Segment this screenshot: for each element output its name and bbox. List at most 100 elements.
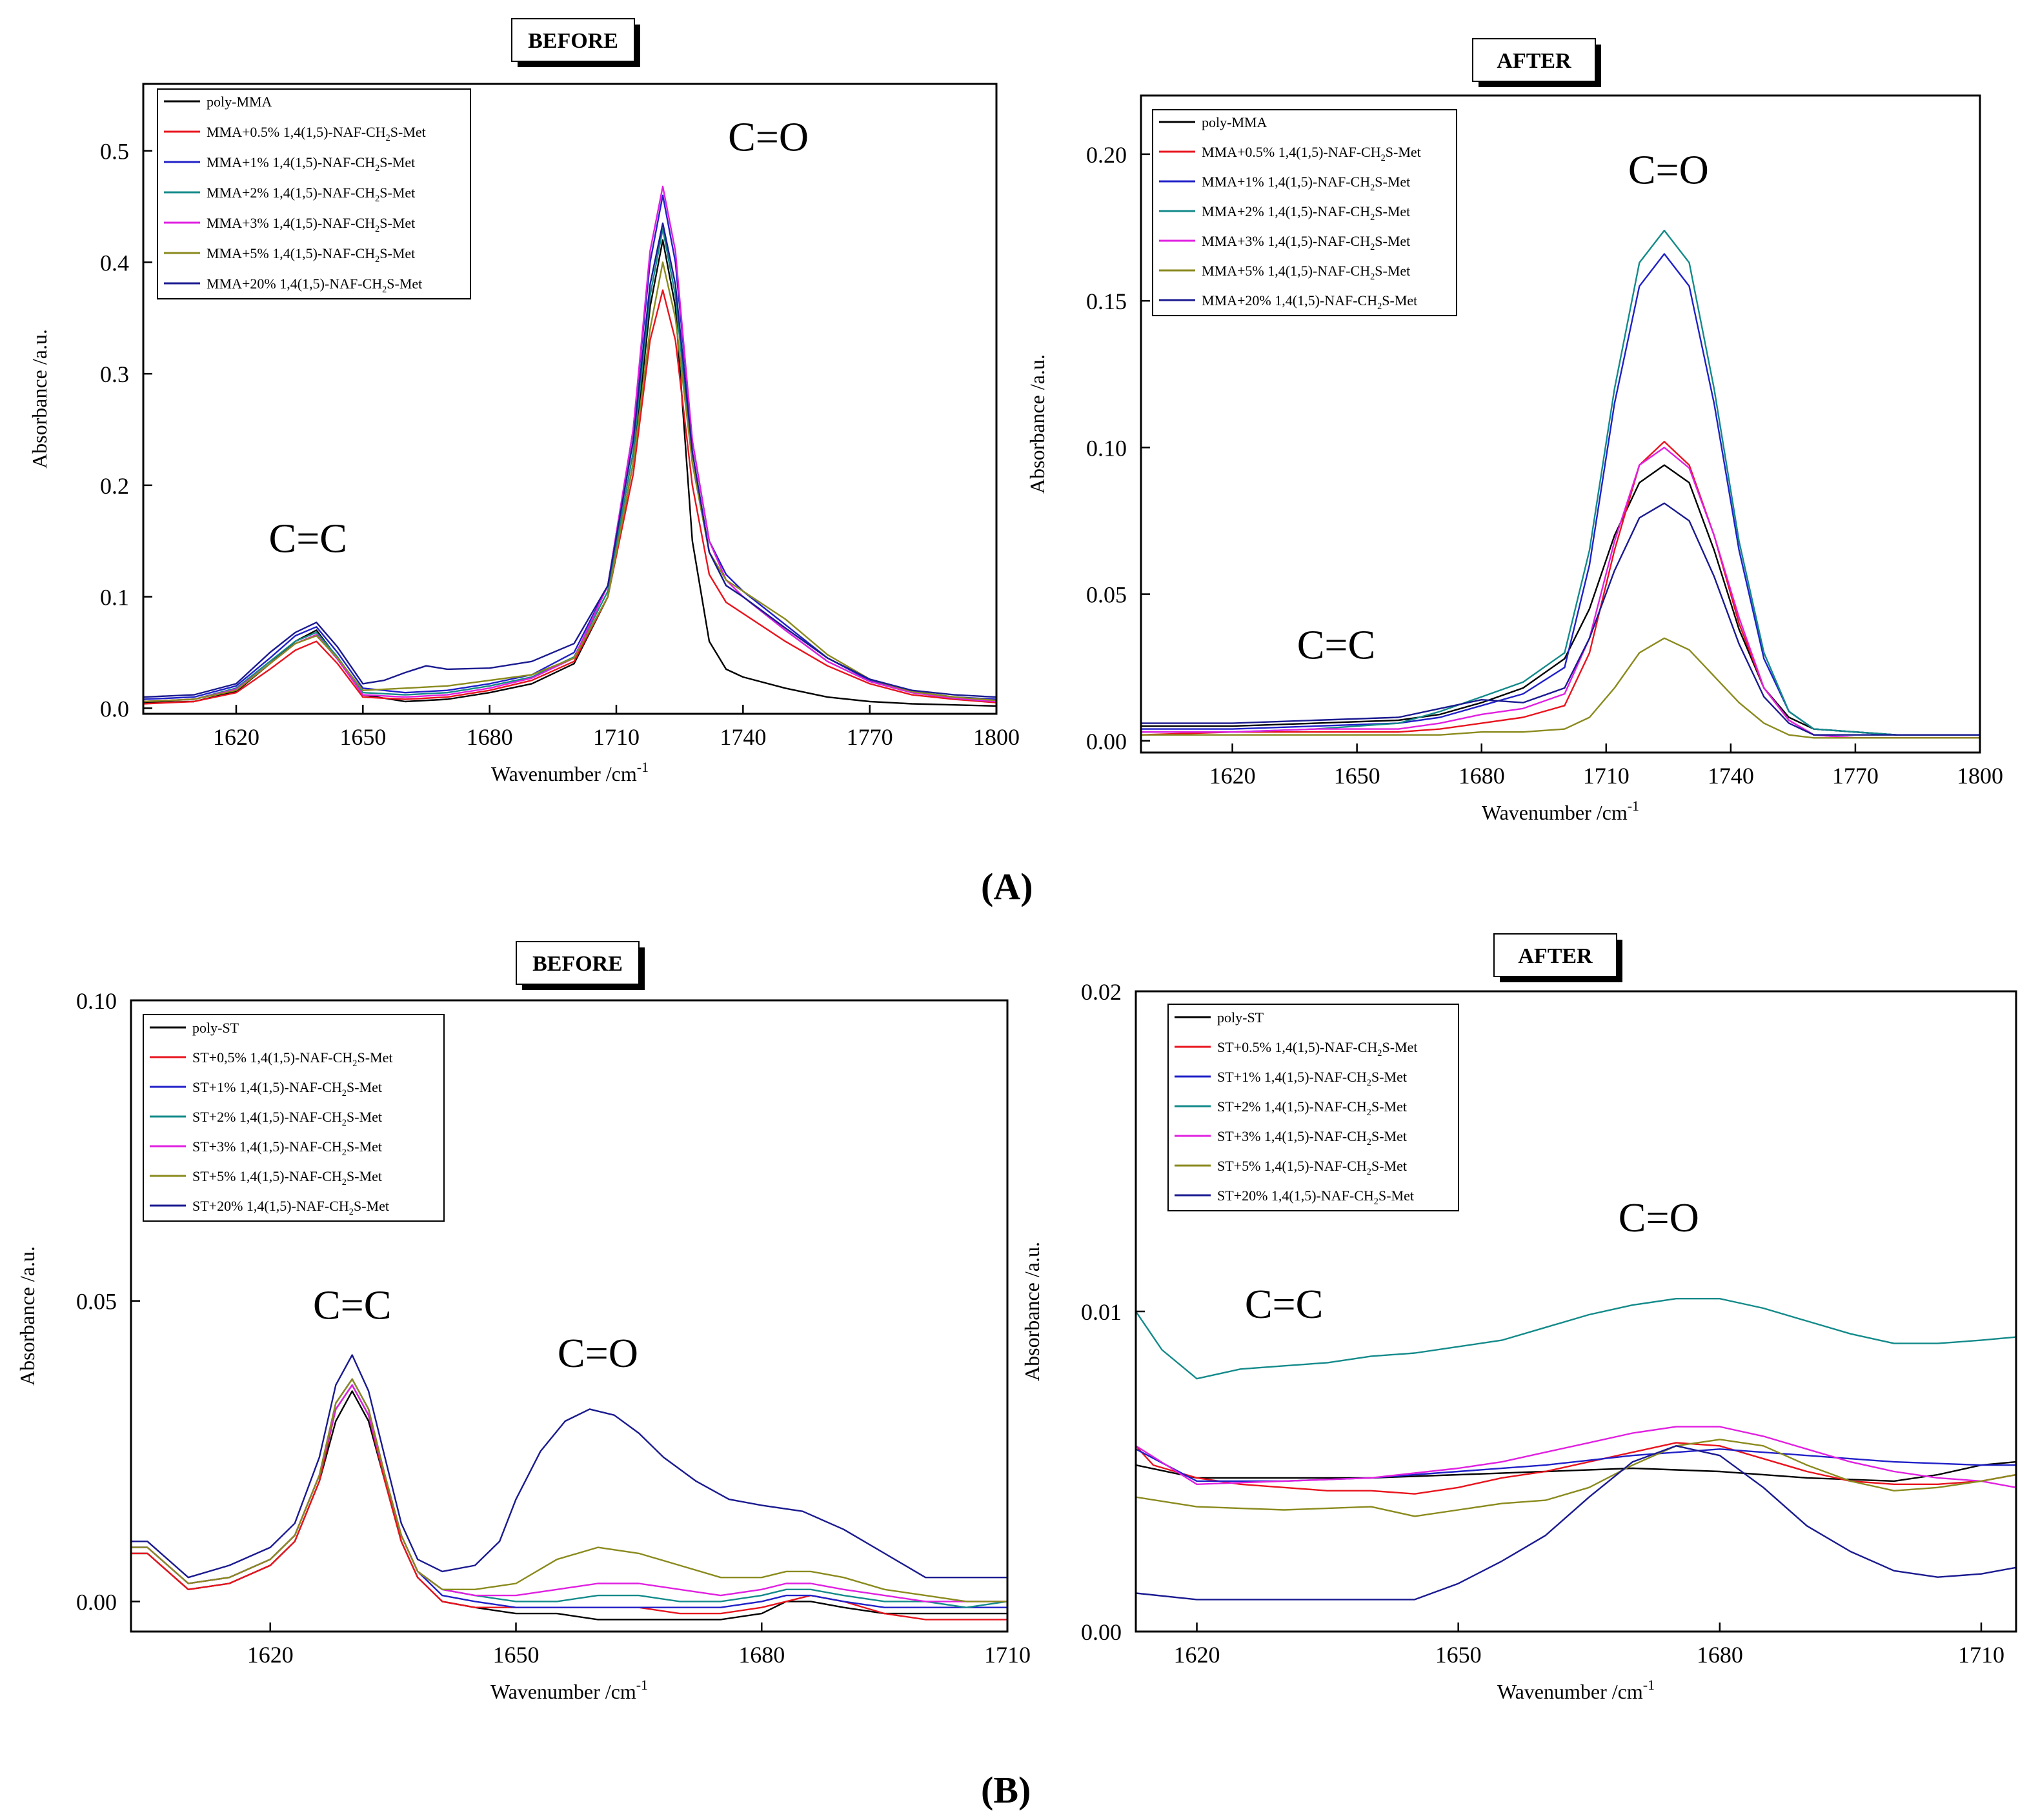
x-tick-label: 1650 <box>493 1642 540 1668</box>
y-tick-label: 0.00 <box>1086 729 1127 754</box>
y-tick-label: 0.1 <box>100 585 129 611</box>
series-line-4 <box>1141 229 1980 736</box>
x-tick-label: 1620 <box>213 724 259 750</box>
series-line-7 <box>131 1354 1007 1579</box>
chart-A-before: BEFORE 1620 1650 1680 1710 1740 1770 1800 0.0 0.1… <box>28 18 1020 785</box>
panel-b-label: (B) <box>981 1769 1031 1811</box>
x-tick-label: 1800 <box>973 724 1020 750</box>
y-tick-label: 0.00 <box>76 1589 117 1615</box>
plot-frame <box>1140 94 1981 754</box>
chart-title: BEFORE <box>516 941 645 990</box>
series-line-1 <box>143 239 996 707</box>
series-line-4 <box>1136 1298 2016 1380</box>
legend-entry: poly-ST <box>1217 1009 1264 1026</box>
x-tick-label: 1650 <box>1334 763 1380 789</box>
x-tick-label: 1650 <box>339 724 386 750</box>
x-tick-label: 1620 <box>1174 1642 1220 1668</box>
x-axis-label: Wavenumber /cm-1 <box>1497 1677 1655 1703</box>
chart-B-after: AFTER 1620 1650 1680 1710 0.00 0.01 0.02 Wavenum… <box>1020 933 2017 1703</box>
y-tick-label: 0.4 <box>100 250 129 276</box>
y-axis-label: Absorbance /a.u. <box>28 329 51 469</box>
series-line-3 <box>1141 253 1980 736</box>
panel-a-label: (A) <box>981 865 1033 907</box>
x-tick-label: 1680 <box>1697 1642 1743 1668</box>
x-tick-label: 1770 <box>847 724 893 750</box>
y-tick-label: 0.15 <box>1086 288 1127 314</box>
peak-annotation: C=C <box>269 516 347 561</box>
chart-A-after: AFTER 1620 1650 1680 1710 1740 1770 1800 0.00 0.0… <box>1025 38 2003 824</box>
series-line-1 <box>1141 464 1980 736</box>
legend-entry: poly-ST <box>192 1020 239 1036</box>
x-tick-label: 1740 <box>720 724 766 750</box>
legend-entry: poly-MMA <box>1202 114 1267 130</box>
x-tick-label: 1620 <box>1209 763 1256 789</box>
peak-annotation: C=C <box>1245 1281 1323 1327</box>
x-tick-label: 1710 <box>593 724 640 750</box>
series-line-3 <box>131 1378 1007 1608</box>
series-line-6 <box>1141 637 1980 739</box>
y-tick-label: 0.05 <box>76 1289 117 1315</box>
chart-title-text: AFTER <box>1497 49 1571 73</box>
y-tick-label: 0.20 <box>1086 142 1127 168</box>
chart-title-text: BEFORE <box>528 29 618 53</box>
series-line-2 <box>1141 441 1980 739</box>
series-line-1 <box>131 1390 1007 1621</box>
y-tick-label: 0.5 <box>100 139 129 165</box>
x-tick-label: 1680 <box>738 1642 785 1668</box>
y-axis-label: Absorbance /a.u. <box>15 1246 39 1386</box>
series-line-4 <box>143 228 996 703</box>
y-tick-label: 0.00 <box>1081 1619 1122 1645</box>
x-tick-label: 1710 <box>1958 1642 2004 1668</box>
series-line-5 <box>1136 1426 2016 1488</box>
peak-annotation: C=O <box>728 114 809 160</box>
y-tick-label: 0.01 <box>1081 1299 1122 1325</box>
plot-frame <box>142 83 998 715</box>
series-line-7 <box>1141 502 1980 736</box>
series-line-1 <box>1136 1461 2016 1482</box>
series-line-7 <box>1136 1445 2016 1601</box>
peak-annotation: C=O <box>1619 1195 1699 1240</box>
y-tick-label: 0.0 <box>100 696 129 722</box>
series-line-2 <box>143 289 996 705</box>
series-line-2 <box>1136 1442 2016 1495</box>
x-tick-label: 1770 <box>1832 763 1879 789</box>
y-axis-label: Absorbance /a.u. <box>1020 1242 1044 1381</box>
chart-title-text: AFTER <box>1518 944 1593 968</box>
peak-annotation: C=O <box>558 1330 638 1376</box>
peak-annotation: C=O <box>1628 147 1709 192</box>
x-tick-label: 1800 <box>1957 763 2003 789</box>
y-tick-label: 0.3 <box>100 361 129 387</box>
x-tick-label: 1710 <box>984 1642 1031 1668</box>
series-line-2 <box>131 1384 1007 1621</box>
series-line-7 <box>143 222 996 698</box>
x-tick-label: 1680 <box>467 724 513 750</box>
x-tick-label: 1620 <box>247 1642 294 1668</box>
y-tick-label: 0.10 <box>1086 435 1127 461</box>
x-tick-label: 1650 <box>1435 1642 1482 1668</box>
y-axis-label: Absorbance /a.u. <box>1025 354 1049 494</box>
series-line-6 <box>143 261 996 703</box>
chart-B-before: BEFORE 1620 1650 1680 1710 0.00 0.05 0.10 Wavenu… <box>15 941 1031 1703</box>
series-line-6 <box>131 1378 1007 1603</box>
y-tick-label: 0.10 <box>76 988 117 1014</box>
x-tick-label: 1740 <box>1708 763 1754 789</box>
chart-title-text: BEFORE <box>532 952 623 976</box>
series-line-6 <box>1136 1439 2016 1517</box>
y-tick-label: 0.2 <box>100 473 129 499</box>
y-tick-label: 0.05 <box>1086 582 1127 608</box>
chart-title: AFTER <box>1493 933 1622 982</box>
peak-annotation: C=C <box>313 1282 391 1328</box>
x-axis-label: Wavenumber /cm-1 <box>1482 798 1639 824</box>
plot-frame <box>130 999 1009 1633</box>
x-tick-label: 1710 <box>1583 763 1630 789</box>
chart-title: AFTER <box>1472 38 1601 87</box>
legend-entry: poly-MMA <box>207 94 272 110</box>
chart-title: BEFORE <box>511 18 640 67</box>
peak-annotation: C=C <box>1297 622 1375 668</box>
y-tick-label: 0.02 <box>1081 979 1122 1005</box>
